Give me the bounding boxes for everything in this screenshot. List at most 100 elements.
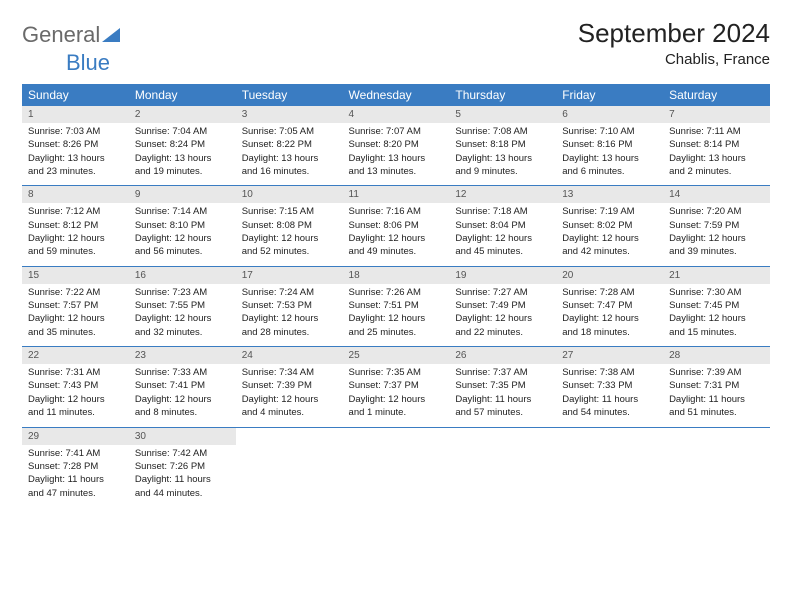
sunset-text: Sunset: 7:49 PM bbox=[455, 300, 550, 312]
daylight-line2: and 9 minutes. bbox=[455, 166, 550, 178]
daylight-line1: Daylight: 12 hours bbox=[349, 313, 444, 325]
day-body: Sunrise: 7:07 AMSunset: 8:20 PMDaylight:… bbox=[343, 123, 450, 185]
sunrise-text: Sunrise: 7:30 AM bbox=[669, 287, 764, 299]
daylight-line2: and 13 minutes. bbox=[349, 166, 444, 178]
sunset-text: Sunset: 7:53 PM bbox=[242, 300, 337, 312]
day-body: Sunrise: 7:18 AMSunset: 8:04 PMDaylight:… bbox=[449, 203, 556, 265]
day-number: 4 bbox=[343, 106, 450, 123]
day-number: 23 bbox=[129, 347, 236, 364]
logo-triangle-icon bbox=[102, 28, 120, 42]
sunset-text: Sunset: 8:26 PM bbox=[28, 139, 123, 151]
day-number: 12 bbox=[449, 186, 556, 203]
sunset-text: Sunset: 7:57 PM bbox=[28, 300, 123, 312]
day-body: Sunrise: 7:30 AMSunset: 7:45 PMDaylight:… bbox=[663, 284, 770, 346]
daylight-line1: Daylight: 13 hours bbox=[135, 153, 230, 165]
sunset-text: Sunset: 8:22 PM bbox=[242, 139, 337, 151]
calendar-day-cell: 8Sunrise: 7:12 AMSunset: 8:12 PMDaylight… bbox=[22, 186, 129, 266]
calendar-day-cell: 30Sunrise: 7:42 AMSunset: 7:26 PMDayligh… bbox=[129, 427, 236, 507]
sunrise-text: Sunrise: 7:28 AM bbox=[562, 287, 657, 299]
month-title: September 2024 bbox=[578, 18, 770, 49]
day-body: Sunrise: 7:23 AMSunset: 7:55 PMDaylight:… bbox=[129, 284, 236, 346]
day-body: Sunrise: 7:33 AMSunset: 7:41 PMDaylight:… bbox=[129, 364, 236, 426]
day-body: Sunrise: 7:16 AMSunset: 8:06 PMDaylight:… bbox=[343, 203, 450, 265]
daylight-line1: Daylight: 12 hours bbox=[349, 394, 444, 406]
day-number: 27 bbox=[556, 347, 663, 364]
sunset-text: Sunset: 7:41 PM bbox=[135, 380, 230, 392]
sunrise-text: Sunrise: 7:33 AM bbox=[135, 367, 230, 379]
day-number: 16 bbox=[129, 267, 236, 284]
day-body: Sunrise: 7:10 AMSunset: 8:16 PMDaylight:… bbox=[556, 123, 663, 185]
calendar-day-cell: 2Sunrise: 7:04 AMSunset: 8:24 PMDaylight… bbox=[129, 106, 236, 186]
weekday-heading: Sunday bbox=[22, 84, 129, 106]
daylight-line1: Daylight: 12 hours bbox=[28, 313, 123, 325]
calendar-day-cell: 21Sunrise: 7:30 AMSunset: 7:45 PMDayligh… bbox=[663, 266, 770, 346]
location-label: Chablis, France bbox=[578, 51, 770, 68]
day-number: 10 bbox=[236, 186, 343, 203]
daylight-line1: Daylight: 13 hours bbox=[242, 153, 337, 165]
sunset-text: Sunset: 8:24 PM bbox=[135, 139, 230, 151]
daylight-line2: and 45 minutes. bbox=[455, 246, 550, 258]
daylight-line2: and 51 minutes. bbox=[669, 407, 764, 419]
daylight-line1: Daylight: 13 hours bbox=[669, 153, 764, 165]
sunrise-text: Sunrise: 7:19 AM bbox=[562, 206, 657, 218]
calendar-day-cell: 17Sunrise: 7:24 AMSunset: 7:53 PMDayligh… bbox=[236, 266, 343, 346]
daylight-line2: and 22 minutes. bbox=[455, 327, 550, 339]
sunrise-text: Sunrise: 7:38 AM bbox=[562, 367, 657, 379]
sunset-text: Sunset: 7:28 PM bbox=[28, 461, 123, 473]
sunrise-text: Sunrise: 7:35 AM bbox=[349, 367, 444, 379]
day-number: 29 bbox=[22, 428, 129, 445]
daylight-line1: Daylight: 12 hours bbox=[349, 233, 444, 245]
daylight-line2: and 57 minutes. bbox=[455, 407, 550, 419]
sunset-text: Sunset: 8:04 PM bbox=[455, 220, 550, 232]
daylight-line2: and 1 minute. bbox=[349, 407, 444, 419]
day-number: 18 bbox=[343, 267, 450, 284]
daylight-line1: Daylight: 13 hours bbox=[455, 153, 550, 165]
calendar-day-cell bbox=[556, 427, 663, 507]
calendar-day-cell: 20Sunrise: 7:28 AMSunset: 7:47 PMDayligh… bbox=[556, 266, 663, 346]
calendar-table: Sunday Monday Tuesday Wednesday Thursday… bbox=[22, 84, 770, 507]
sunset-text: Sunset: 8:08 PM bbox=[242, 220, 337, 232]
day-number: 3 bbox=[236, 106, 343, 123]
calendar-day-cell bbox=[343, 427, 450, 507]
calendar-day-cell: 9Sunrise: 7:14 AMSunset: 8:10 PMDaylight… bbox=[129, 186, 236, 266]
calendar-day-cell bbox=[663, 427, 770, 507]
calendar-week-row: 15Sunrise: 7:22 AMSunset: 7:57 PMDayligh… bbox=[22, 266, 770, 346]
day-number: 15 bbox=[22, 267, 129, 284]
sunset-text: Sunset: 7:59 PM bbox=[669, 220, 764, 232]
day-body: Sunrise: 7:05 AMSunset: 8:22 PMDaylight:… bbox=[236, 123, 343, 185]
calendar-day-cell: 13Sunrise: 7:19 AMSunset: 8:02 PMDayligh… bbox=[556, 186, 663, 266]
daylight-line1: Daylight: 11 hours bbox=[455, 394, 550, 406]
day-body: Sunrise: 7:37 AMSunset: 7:35 PMDaylight:… bbox=[449, 364, 556, 426]
daylight-line1: Daylight: 12 hours bbox=[242, 313, 337, 325]
daylight-line2: and 11 minutes. bbox=[28, 407, 123, 419]
daylight-line2: and 44 minutes. bbox=[135, 488, 230, 500]
day-body: Sunrise: 7:14 AMSunset: 8:10 PMDaylight:… bbox=[129, 203, 236, 265]
daylight-line2: and 52 minutes. bbox=[242, 246, 337, 258]
calendar-day-cell: 23Sunrise: 7:33 AMSunset: 7:41 PMDayligh… bbox=[129, 347, 236, 427]
calendar-day-cell: 5Sunrise: 7:08 AMSunset: 8:18 PMDaylight… bbox=[449, 106, 556, 186]
daylight-line1: Daylight: 12 hours bbox=[455, 233, 550, 245]
sunrise-text: Sunrise: 7:20 AM bbox=[669, 206, 764, 218]
daylight-line2: and 19 minutes. bbox=[135, 166, 230, 178]
daylight-line1: Daylight: 11 hours bbox=[28, 474, 123, 486]
day-number: 26 bbox=[449, 347, 556, 364]
sunset-text: Sunset: 8:16 PM bbox=[562, 139, 657, 151]
daylight-line1: Daylight: 12 hours bbox=[242, 233, 337, 245]
daylight-line2: and 39 minutes. bbox=[669, 246, 764, 258]
sunset-text: Sunset: 8:12 PM bbox=[28, 220, 123, 232]
brand-part2: Blue bbox=[66, 50, 110, 76]
day-body: Sunrise: 7:34 AMSunset: 7:39 PMDaylight:… bbox=[236, 364, 343, 426]
calendar-week-row: 8Sunrise: 7:12 AMSunset: 8:12 PMDaylight… bbox=[22, 186, 770, 266]
daylight-line1: Daylight: 12 hours bbox=[135, 313, 230, 325]
calendar-week-row: 1Sunrise: 7:03 AMSunset: 8:26 PMDaylight… bbox=[22, 106, 770, 186]
calendar-day-cell: 29Sunrise: 7:41 AMSunset: 7:28 PMDayligh… bbox=[22, 427, 129, 507]
sunrise-text: Sunrise: 7:03 AM bbox=[28, 126, 123, 138]
day-body: Sunrise: 7:20 AMSunset: 7:59 PMDaylight:… bbox=[663, 203, 770, 265]
day-body: Sunrise: 7:31 AMSunset: 7:43 PMDaylight:… bbox=[22, 364, 129, 426]
daylight-line1: Daylight: 12 hours bbox=[135, 233, 230, 245]
sunset-text: Sunset: 7:26 PM bbox=[135, 461, 230, 473]
sunrise-text: Sunrise: 7:22 AM bbox=[28, 287, 123, 299]
daylight-line1: Daylight: 11 hours bbox=[669, 394, 764, 406]
calendar-day-cell: 25Sunrise: 7:35 AMSunset: 7:37 PMDayligh… bbox=[343, 347, 450, 427]
sunrise-text: Sunrise: 7:37 AM bbox=[455, 367, 550, 379]
